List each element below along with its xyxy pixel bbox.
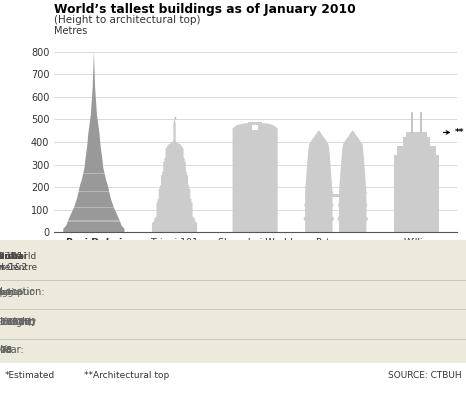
Text: 442m (1450ft): 442m (1450ft): [0, 318, 35, 326]
Text: Taipei: Taipei: [0, 288, 14, 297]
Text: 2008: 2008: [0, 346, 13, 355]
Text: **: **: [455, 128, 465, 137]
Text: World’s tallest buildings as of January 2010: World’s tallest buildings as of January …: [54, 3, 356, 16]
Polygon shape: [63, 52, 124, 232]
Text: 452m (1482ft): 452m (1482ft): [0, 318, 35, 326]
Bar: [67, 207, 121, 208]
Text: **Architectural top: **Architectural top: [84, 370, 169, 380]
Bar: [73, 173, 115, 174]
Text: Chicago: Chicago: [0, 288, 20, 297]
Text: 2004: 2004: [0, 346, 13, 355]
Text: Dubai: Dubai: [0, 288, 14, 297]
Bar: [330, 194, 342, 197]
Bar: [65, 220, 123, 222]
Text: Location:: Location:: [0, 287, 45, 297]
Text: *Estimated: *Estimated: [5, 370, 55, 380]
Polygon shape: [152, 118, 197, 232]
Text: 492m (1614ft): 492m (1614ft): [0, 318, 35, 326]
Text: Burj Dubai: Burj Dubai: [0, 252, 27, 262]
Text: Height:: Height:: [0, 317, 35, 327]
Text: 1974: 1974: [0, 346, 13, 355]
Text: Metres: Metres: [54, 26, 87, 36]
Text: Petronas
Towers 1&2: Petronas Towers 1&2: [0, 252, 27, 272]
Text: 800m (2600ft)*: 800m (2600ft)*: [0, 318, 37, 326]
Bar: [248, 121, 262, 128]
Polygon shape: [337, 130, 368, 232]
Bar: [70, 191, 118, 192]
Text: Shanghai: Shanghai: [0, 288, 23, 297]
Text: Year:: Year:: [0, 345, 24, 355]
Text: SOURCE: CTBUH: SOURCE: CTBUH: [388, 370, 461, 380]
Text: Taipei 101: Taipei 101: [0, 252, 23, 262]
Text: 1998: 1998: [0, 346, 13, 355]
Text: Shanghai World
Financial Centre: Shanghai World Financial Centre: [0, 252, 37, 272]
Polygon shape: [304, 130, 334, 232]
Text: 508m (1666ft): 508m (1666ft): [0, 318, 35, 326]
Bar: [253, 125, 258, 129]
Polygon shape: [233, 123, 278, 232]
Text: Willis
Tower: Willis Tower: [0, 252, 14, 272]
Text: 2010: 2010: [0, 346, 12, 355]
Polygon shape: [394, 133, 439, 232]
Text: (Height to architectural top): (Height to architectural top): [54, 15, 200, 25]
Text: Kuala Lumpur: Kuala Lumpur: [0, 288, 34, 297]
